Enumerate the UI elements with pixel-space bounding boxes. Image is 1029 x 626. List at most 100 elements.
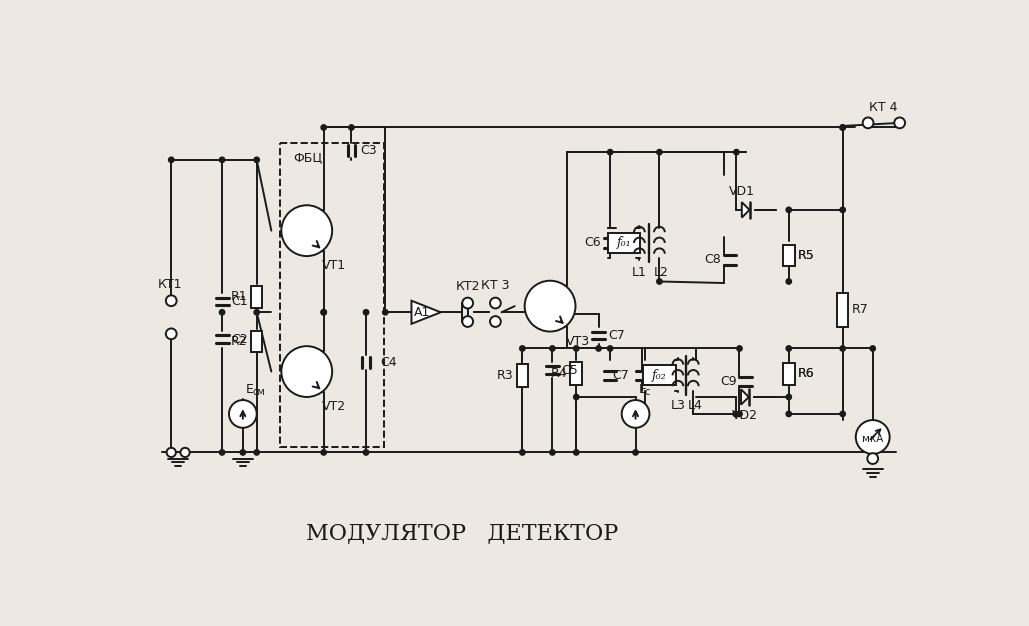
Text: VT1: VT1	[322, 259, 347, 272]
Text: C9: C9	[720, 375, 737, 388]
Circle shape	[862, 118, 874, 128]
Circle shape	[383, 310, 388, 315]
Text: VT2: VT2	[322, 400, 347, 413]
Circle shape	[321, 310, 326, 315]
Text: C4: C4	[380, 356, 396, 369]
Text: C1: C1	[232, 295, 248, 308]
Circle shape	[573, 449, 579, 455]
Text: f₀₁: f₀₁	[616, 237, 632, 250]
Text: R5: R5	[797, 249, 814, 262]
Text: С3: С3	[360, 144, 378, 157]
Circle shape	[622, 400, 649, 428]
Circle shape	[786, 346, 791, 351]
Text: C5: C5	[562, 364, 578, 376]
Circle shape	[254, 310, 259, 315]
Circle shape	[166, 329, 177, 339]
Circle shape	[657, 150, 662, 155]
Text: R7: R7	[852, 304, 868, 317]
Polygon shape	[742, 202, 749, 218]
Circle shape	[169, 449, 174, 455]
Text: КТ 4: КТ 4	[870, 101, 897, 114]
Circle shape	[321, 449, 326, 455]
Text: E: E	[639, 382, 646, 396]
Circle shape	[786, 394, 791, 399]
Circle shape	[363, 449, 368, 455]
Circle shape	[596, 346, 601, 351]
Circle shape	[219, 157, 224, 163]
Text: L3: L3	[671, 399, 685, 411]
Text: C7: C7	[612, 369, 630, 382]
Circle shape	[607, 150, 613, 155]
Text: C8: C8	[704, 254, 721, 267]
Circle shape	[169, 157, 174, 163]
Circle shape	[349, 125, 354, 130]
Circle shape	[840, 125, 846, 130]
Circle shape	[363, 310, 368, 315]
Text: C2: C2	[232, 333, 248, 346]
Circle shape	[737, 411, 742, 417]
Circle shape	[520, 346, 525, 351]
Circle shape	[321, 125, 326, 130]
Circle shape	[525, 280, 575, 332]
Text: R5: R5	[799, 249, 815, 262]
Circle shape	[840, 346, 846, 351]
Circle shape	[462, 316, 473, 327]
Circle shape	[786, 207, 791, 213]
Circle shape	[520, 449, 525, 455]
Circle shape	[870, 346, 876, 351]
Circle shape	[573, 394, 579, 399]
Text: R4: R4	[551, 367, 567, 381]
Circle shape	[737, 346, 742, 351]
Bar	[608, 233, 640, 253]
Circle shape	[281, 346, 332, 397]
Polygon shape	[412, 300, 440, 324]
Text: с: с	[645, 387, 650, 398]
Text: L4: L4	[687, 399, 702, 411]
Text: КТ2: КТ2	[456, 280, 480, 293]
Circle shape	[219, 310, 224, 315]
Circle shape	[867, 453, 878, 464]
Circle shape	[840, 125, 846, 130]
Circle shape	[240, 449, 246, 455]
Circle shape	[549, 346, 555, 351]
Text: VD1: VD1	[729, 185, 755, 198]
Circle shape	[281, 205, 332, 256]
Circle shape	[894, 118, 906, 128]
Circle shape	[490, 316, 501, 327]
Text: мкА: мкА	[862, 434, 883, 444]
Text: R6: R6	[799, 367, 815, 381]
Text: ФБЦ: ФБЦ	[293, 151, 323, 163]
Circle shape	[462, 297, 473, 309]
Bar	[517, 364, 528, 387]
Circle shape	[840, 207, 846, 213]
Circle shape	[254, 157, 259, 163]
Circle shape	[786, 411, 791, 417]
Circle shape	[219, 449, 224, 455]
Circle shape	[321, 310, 326, 315]
Circle shape	[549, 449, 555, 455]
Bar	[783, 363, 794, 384]
Circle shape	[840, 411, 846, 417]
Text: МОДУЛЯТОР   ДЕТЕКТОР: МОДУЛЯТОР ДЕТЕКТОР	[307, 522, 618, 544]
Bar	[570, 362, 582, 386]
Text: C6: C6	[584, 237, 601, 250]
Text: A1: A1	[414, 305, 430, 319]
Circle shape	[633, 449, 638, 455]
Circle shape	[166, 295, 177, 306]
Bar	[251, 331, 262, 352]
Text: L1: L1	[632, 266, 647, 279]
Circle shape	[229, 400, 256, 428]
Text: R6: R6	[797, 367, 814, 381]
Text: VT3: VT3	[566, 335, 590, 347]
Bar	[643, 366, 676, 386]
Text: КТ 3: КТ 3	[482, 279, 509, 292]
Circle shape	[734, 150, 739, 155]
Text: R1: R1	[232, 290, 248, 304]
Circle shape	[180, 448, 189, 457]
Text: C7: C7	[608, 329, 625, 342]
Bar	[251, 286, 262, 307]
Text: R2: R2	[232, 335, 248, 348]
Circle shape	[573, 346, 579, 351]
Text: E: E	[246, 382, 254, 396]
Text: f₀₂: f₀₂	[652, 369, 667, 382]
